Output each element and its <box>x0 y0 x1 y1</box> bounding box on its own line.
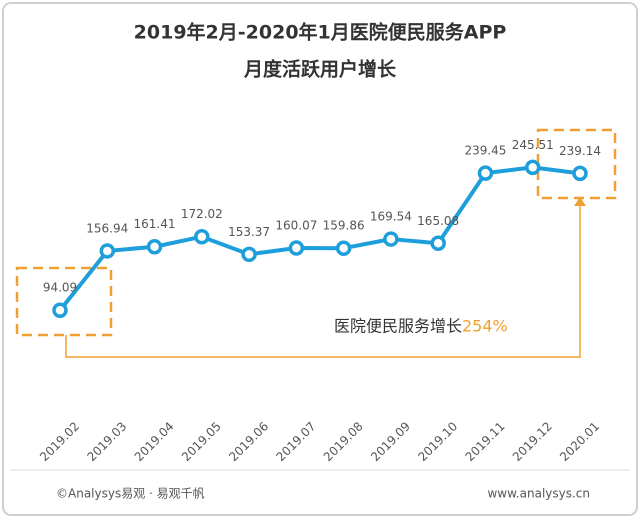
value-label: 160.07 <box>275 219 317 233</box>
point <box>335 240 352 256</box>
growth-label: 254% <box>462 317 508 336</box>
value-label: 239.45 <box>464 144 506 158</box>
value-label: 169.54 <box>370 210 412 224</box>
value-label: 172.02 <box>181 207 223 221</box>
point <box>146 238 163 255</box>
growth-arrow <box>65 204 581 358</box>
value-label: 161.41 <box>134 217 176 231</box>
value-label: 239.14 <box>559 144 601 158</box>
point <box>288 240 305 256</box>
value-label: 165.08 <box>417 214 459 228</box>
annotation: 医院便民服务增长 <box>334 317 462 336</box>
frame <box>2 2 638 516</box>
point <box>241 246 257 263</box>
source: ©Analysys易观 · 易观千帆 <box>56 486 205 501</box>
point <box>194 228 210 245</box>
chart-subtitle: 月度活跃用户增长 <box>243 58 397 81</box>
website: www.analysys.cn <box>487 487 590 501</box>
value-label: 156.94 <box>86 221 128 235</box>
point <box>430 235 446 252</box>
point <box>383 231 399 247</box>
point <box>524 159 541 176</box>
point <box>477 165 494 181</box>
line <box>58 165 581 312</box>
value-label: 153.37 <box>228 225 270 239</box>
value-label: 94.09 <box>43 281 77 295</box>
value-label: 159.86 <box>323 219 365 233</box>
point <box>572 165 588 182</box>
value-label: 245.51 <box>512 138 554 152</box>
point <box>52 302 68 318</box>
point <box>99 243 116 259</box>
chart-title: 2019年2月-2020年1月医院便民服务APP <box>134 21 507 44</box>
highlight-box <box>15 266 113 337</box>
arrow-head <box>574 197 586 206</box>
